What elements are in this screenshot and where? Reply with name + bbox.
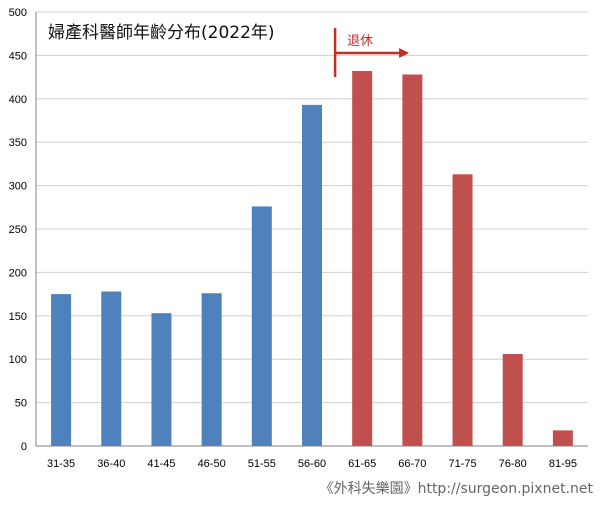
y-tick-label: 0	[21, 441, 27, 453]
x-tick-label: 51-55	[248, 458, 276, 470]
y-tick-label: 100	[9, 354, 27, 366]
y-tick-label: 200	[9, 267, 27, 279]
bars	[51, 71, 573, 447]
y-tick-label: 350	[9, 137, 27, 149]
x-tick-label: 66-70	[398, 458, 426, 470]
chart-title: 婦產科醫師年齡分布(2022年)	[48, 23, 275, 43]
bar-81-95	[552, 430, 573, 446]
x-tick-label: 46-50	[198, 458, 226, 470]
bar-36-40	[101, 291, 122, 446]
y-tick-label: 250	[9, 224, 27, 236]
arrow-right-icon	[399, 48, 410, 58]
bar-31-35	[51, 294, 72, 446]
retirement-label: 退休	[347, 34, 373, 49]
y-tick-label: 450	[9, 50, 27, 62]
bar-76-80	[502, 353, 523, 446]
x-tick-label: 61-65	[348, 458, 376, 470]
retirement-annotation: 退休	[333, 28, 410, 77]
x-tick-label: 41-45	[147, 458, 175, 470]
bar-61-65	[352, 71, 373, 447]
x-axis-ticks: 31-35 36-40 41-45 46-50 51-55 56-60 61-65 66-70…	[47, 458, 577, 470]
y-tick-label: 400	[9, 94, 27, 106]
y-tick-label: 150	[9, 311, 27, 323]
x-tick-label: 56-60	[298, 458, 326, 470]
y-tick-label: 500	[9, 7, 27, 19]
bar-71-75	[452, 174, 473, 447]
bar-51-55	[251, 206, 272, 446]
x-tick-label: 31-35	[47, 458, 75, 470]
bar-46-50	[201, 293, 222, 446]
x-tick-label: 36-40	[97, 458, 125, 470]
bar-56-60	[302, 104, 322, 446]
x-tick-label: 81-95	[549, 458, 577, 470]
bar-41-45	[151, 313, 172, 446]
x-tick-label: 71-75	[448, 458, 476, 470]
y-axis-ticks: 0 50 100 150 200 250 300 350 400 450 500	[9, 7, 27, 453]
watermark: 《外科失樂園》http://surgeon.pixnet.net	[320, 480, 594, 497]
x-tick-label: 76-80	[499, 458, 527, 470]
bar-66-70	[402, 74, 423, 446]
y-tick-label: 300	[9, 181, 27, 193]
y-tick-label: 50	[15, 398, 27, 410]
